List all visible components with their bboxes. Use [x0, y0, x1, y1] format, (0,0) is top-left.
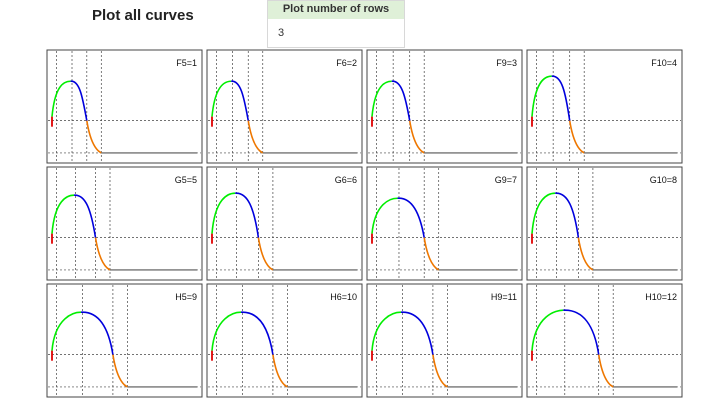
curve-phase-3	[80, 311, 114, 355]
panel-label: G9=7	[495, 175, 517, 185]
curve-phase-3	[70, 80, 88, 121]
curve-panel: F9=3	[366, 49, 523, 164]
panel-label: H9=11	[491, 292, 517, 302]
curve-phase-2	[531, 75, 552, 117]
curve-phase-2	[51, 80, 71, 117]
curve-phase-4	[408, 120, 425, 154]
panel-frame	[366, 283, 523, 398]
curve-panel: F6=2	[206, 49, 363, 164]
curve-phase-4	[86, 120, 102, 154]
curve-phase-2	[531, 309, 564, 351]
curve-panel: G9=7	[366, 166, 523, 281]
panel-label: F5=1	[176, 58, 197, 68]
curve-phase-3	[391, 80, 411, 121]
panel-frame	[46, 283, 203, 398]
curve-panel: H6=10	[206, 283, 363, 398]
curve-phase-4	[247, 120, 264, 154]
curve-panel: F5=1	[46, 49, 203, 164]
panel-frame	[46, 49, 203, 164]
page-title: Plot all curves	[92, 7, 194, 24]
curve-panel: H5=9	[46, 283, 203, 398]
curve-panel: G6=6	[206, 166, 363, 281]
panel-label: F6=2	[336, 58, 357, 68]
curve-phase-2	[211, 80, 232, 117]
curve-phase-2	[531, 192, 556, 234]
panel-frame	[206, 166, 363, 281]
rows-input[interactable]	[278, 27, 388, 39]
panel-frame	[526, 166, 683, 281]
curve-phase-2	[51, 311, 82, 351]
curve-phase-4	[568, 120, 585, 154]
curve-phase-4	[577, 237, 594, 271]
panel-frame	[526, 283, 683, 398]
curve-panel: G5=5	[46, 166, 203, 281]
curve-phase-3	[231, 80, 250, 121]
curve-phase-2	[371, 80, 392, 117]
curve-phase-4	[597, 354, 614, 388]
rows-control: Plot number of rows	[267, 0, 405, 48]
curve-phase-4	[257, 237, 274, 271]
curve-phase-3	[235, 192, 260, 238]
curve-phase-2	[371, 311, 402, 351]
curve-phase-3	[551, 75, 571, 121]
curve-phase-4	[432, 354, 448, 388]
curve-phase-2	[211, 311, 242, 351]
curve-phase-3	[73, 194, 97, 238]
panel-label: G6=6	[335, 175, 357, 185]
curve-phase-3	[400, 311, 434, 355]
curve-phase-4	[94, 237, 111, 271]
panel-frame	[206, 283, 363, 398]
curve-panel: F10=4	[526, 49, 683, 164]
curve-phase-4	[272, 354, 288, 388]
rows-label: Plot number of rows	[268, 1, 404, 19]
curve-phase-4	[112, 354, 128, 388]
curve-phase-3	[563, 309, 600, 355]
curve-panel: G10=8	[526, 166, 683, 281]
panel-label: F9=3	[496, 58, 517, 68]
curve-phase-2	[51, 194, 75, 234]
curve-phase-4	[423, 237, 440, 271]
curve-phase-3	[240, 311, 274, 355]
panel-label: H10=12	[645, 292, 677, 302]
curve-phase-3	[397, 197, 425, 238]
panel-label: H5=9	[175, 292, 197, 302]
panel-label: G10=8	[650, 175, 677, 185]
curve-phase-3	[555, 192, 580, 238]
panel-label: G5=5	[175, 175, 197, 185]
curve-phase-2	[371, 197, 398, 234]
panel-label: H6=10	[330, 292, 357, 302]
panel-frame	[46, 166, 203, 281]
curve-panel: H10=12	[526, 283, 683, 398]
panel-label: F10=4	[651, 58, 677, 68]
curve-phase-2	[211, 192, 236, 234]
curve-panel: H9=11	[366, 283, 523, 398]
panel-frame	[366, 166, 523, 281]
